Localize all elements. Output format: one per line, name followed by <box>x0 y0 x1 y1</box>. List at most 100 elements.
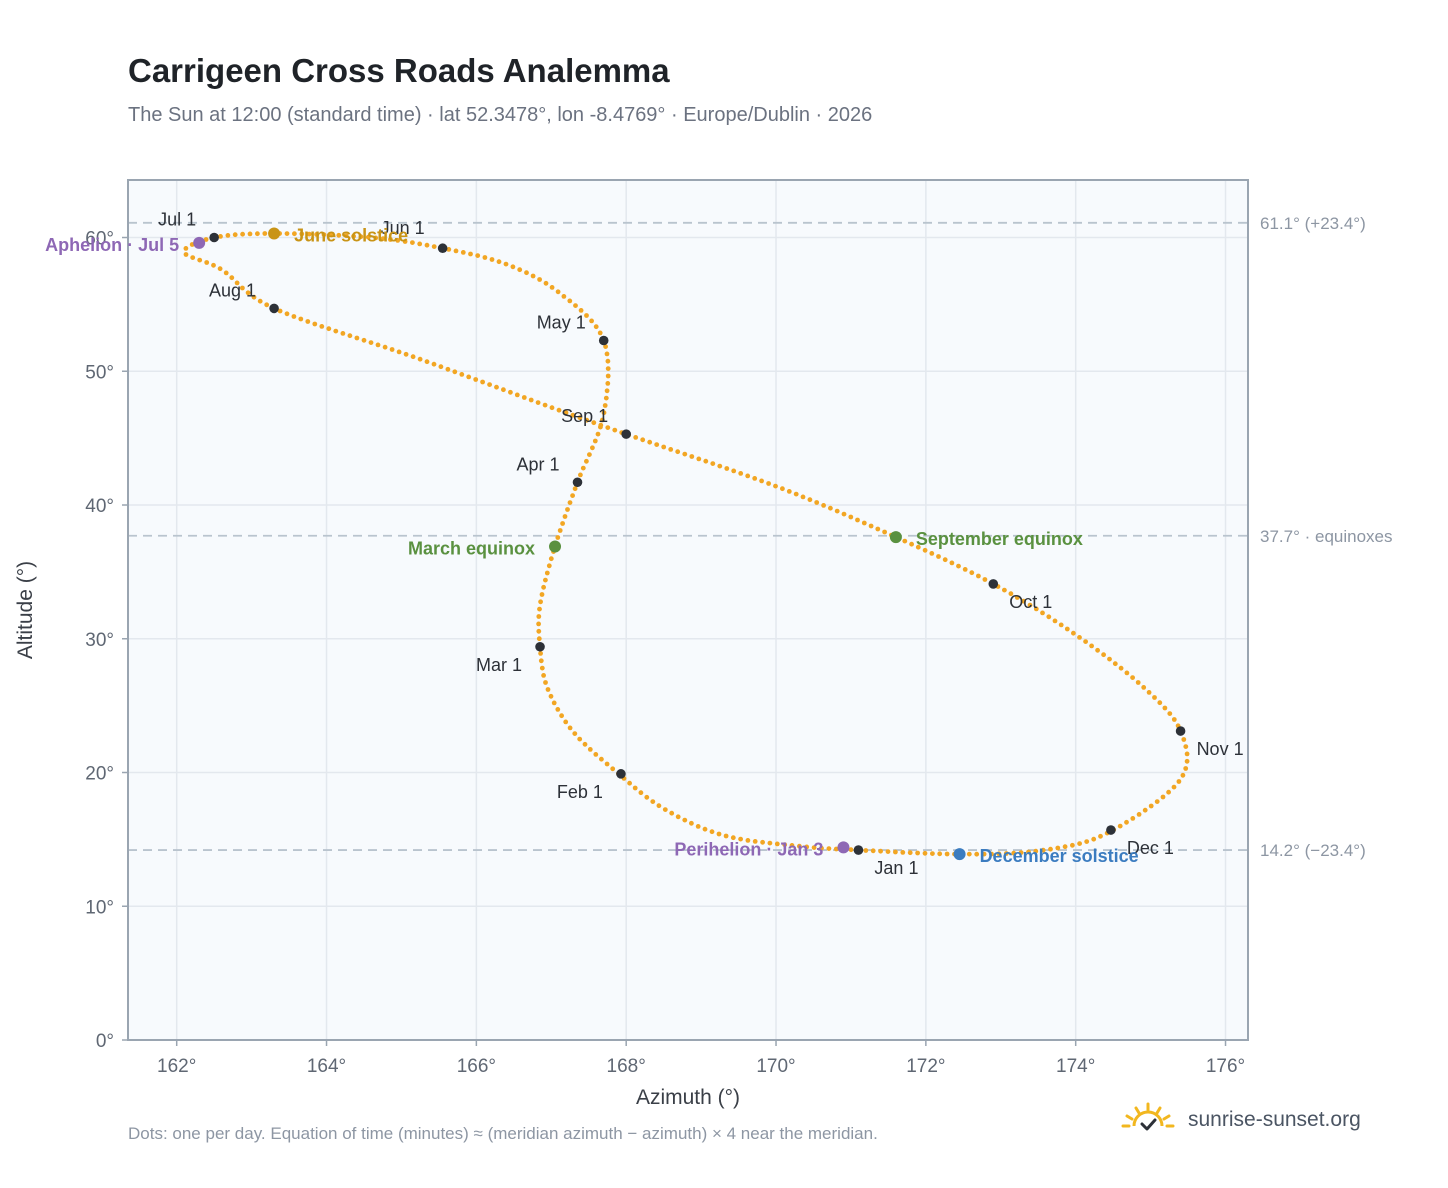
analemma-day-dot <box>544 570 550 576</box>
analemma-day-dot <box>584 417 590 423</box>
analemma-day-dot <box>388 237 393 242</box>
analemma-day-dot <box>669 810 675 816</box>
analemma-day-dot <box>543 280 549 286</box>
analemma-day-dot <box>656 803 662 809</box>
month-marker <box>616 769 626 779</box>
analemma-day-dot <box>936 554 941 559</box>
analemma-day-dot <box>1180 772 1186 778</box>
analemma-day-dot <box>591 420 597 426</box>
analemma-day-dot <box>410 240 415 246</box>
analemma-day-dot <box>1048 846 1053 852</box>
analemma-day-dot <box>538 651 543 656</box>
analemma-day-dot <box>538 658 544 664</box>
analemma-day-dot <box>549 405 555 411</box>
brand-name: sunrise-sunset.org <box>1188 1108 1361 1131</box>
analemma-day-dot <box>909 541 914 547</box>
analemma-day-dot <box>453 248 459 254</box>
analemma-day-dot <box>559 713 564 719</box>
analemma-day-dot <box>1146 690 1152 695</box>
analemma-day-dot <box>597 330 603 336</box>
analemma-day-dot <box>1183 744 1189 749</box>
analemma-day-dot <box>340 331 346 336</box>
month-label: Dec 1 <box>1127 838 1174 858</box>
analemma-day-dot <box>1071 630 1076 636</box>
month-marker <box>853 845 864 855</box>
analemma-day-dot <box>605 373 611 379</box>
analemma-day-dot <box>944 851 950 857</box>
analemma-day-dot <box>603 344 608 349</box>
analemma-day-dot <box>560 521 565 526</box>
analemma-day-dot <box>662 807 668 812</box>
analemma-day-dot <box>814 500 820 505</box>
analemma-day-dot <box>306 231 312 237</box>
analemma-day-dot <box>974 851 980 857</box>
analemma-day-dot <box>709 829 715 835</box>
month-label: Mar 1 <box>476 655 522 675</box>
analemma-day-dot <box>541 584 546 590</box>
analemma-day-dot <box>567 298 573 304</box>
event-marker <box>193 236 206 249</box>
month-label: Oct 1 <box>1009 592 1052 612</box>
analemma-day-dot <box>482 255 488 260</box>
analemma-day-dot <box>240 285 245 291</box>
analemma-day-dot <box>561 294 567 299</box>
analemma-day-dot <box>592 438 598 444</box>
analemma-day-dot <box>563 410 569 416</box>
analemma-day-dot <box>572 731 578 736</box>
analemma-day-dot <box>580 465 586 471</box>
month-label: Feb 1 <box>557 782 603 802</box>
analemma-day-dot <box>696 456 702 462</box>
analemma-day-dot <box>695 824 701 829</box>
analemma-day-dot <box>598 422 604 428</box>
analemma-day-dot <box>593 752 599 757</box>
analemma-day-dot <box>1095 647 1100 653</box>
analemma-day-dot <box>577 736 583 742</box>
analemma-day-dot <box>351 233 356 239</box>
analemma-day-dot <box>542 402 548 408</box>
analemma-day-dot <box>1008 591 1014 597</box>
analemma-day-dot <box>875 526 881 532</box>
analemma-day-dot <box>949 560 955 566</box>
analemma-day-dot <box>584 313 589 318</box>
analemma-day-dot <box>368 340 374 345</box>
event-label: March equinox <box>408 538 535 558</box>
x-tick-label: 162° <box>157 1056 196 1077</box>
brand[interactable]: sunrise-sunset.org <box>1120 1102 1361 1138</box>
analemma-day-dot <box>361 337 367 343</box>
analemma-day-dot <box>804 844 810 850</box>
analemma-day-dot <box>969 570 975 576</box>
analemma-day-dot <box>537 277 542 282</box>
analemma-day-dot <box>1124 819 1129 825</box>
analemma-day-dot <box>819 845 824 851</box>
analemma-day-dot <box>183 246 189 251</box>
analemma-day-dot <box>584 458 589 464</box>
analemma-day-dot <box>555 707 561 712</box>
analemma-day-dot <box>251 294 257 300</box>
analemma-day-dot <box>848 847 854 853</box>
analemma-day-dot <box>717 463 723 469</box>
analemma-day-dot <box>1011 850 1017 856</box>
analemma-day-dot <box>403 351 409 357</box>
analemma-day-dot <box>1084 839 1090 844</box>
analemma-day-dot <box>373 235 379 241</box>
analemma-day-dot <box>702 826 708 832</box>
y-tick-label: 60° <box>85 229 114 250</box>
analemma-day-dot <box>1148 803 1154 809</box>
reference-line-label: 37.7° · equinoxes <box>1260 527 1393 546</box>
x-tick-label: 174° <box>1056 1056 1095 1077</box>
analemma-day-dot <box>556 407 562 413</box>
analemma-day-dot <box>555 535 561 540</box>
analemma-day-dot <box>989 851 994 857</box>
analemma-day-dot <box>589 318 594 324</box>
event-label: Perihelion · Jan 3 <box>674 839 823 859</box>
analemma-day-dot <box>915 544 921 550</box>
event-marker <box>268 227 281 240</box>
x-tick-label: 168° <box>607 1056 646 1077</box>
analemma-day-dot <box>1027 602 1033 608</box>
analemma-day-dot <box>538 599 543 605</box>
analemma-day-dot <box>438 364 444 370</box>
analemma-day-dot <box>232 232 238 238</box>
analemma-day-dot <box>745 473 751 479</box>
analemma-day-dot <box>375 342 381 348</box>
analemma-day-dot <box>689 820 694 826</box>
